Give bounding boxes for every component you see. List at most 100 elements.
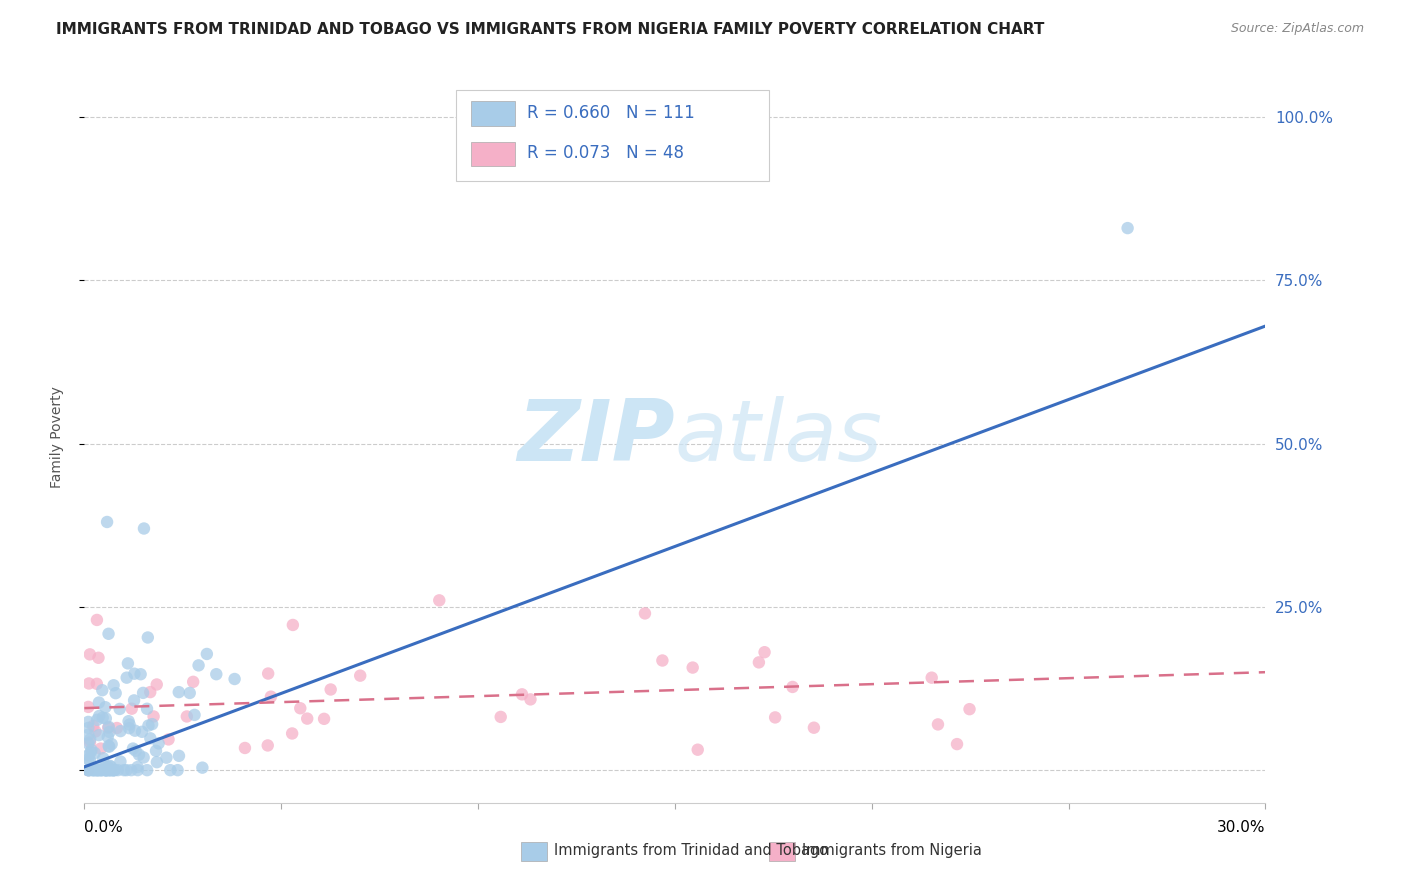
Point: [86, 763, 108, 777]
Point: [91, 711, 114, 725]
Point: [959, 702, 981, 716]
Point: [108, 702, 131, 716]
Point: [191, 761, 214, 775]
Point: [159, 763, 181, 777]
Point: [682, 660, 704, 674]
Point: [132, 750, 155, 764]
Point: [136, 763, 159, 777]
Point: [148, 736, 170, 750]
Point: [145, 744, 167, 758]
Text: 30.0%: 30.0%: [1218, 820, 1265, 835]
Point: [79, 753, 101, 767]
Point: [100, 759, 122, 773]
Point: [117, 657, 139, 671]
Point: [110, 755, 132, 769]
Point: [100, 763, 122, 777]
Text: Immigrants from Nigeria: Immigrants from Nigeria: [803, 843, 983, 858]
Point: [187, 658, 209, 673]
Text: Immigrants from Trinidad and Tobago: Immigrants from Trinidad and Tobago: [554, 843, 828, 858]
Point: [97, 763, 120, 777]
Point: [103, 763, 125, 777]
Point: [97, 720, 120, 734]
Point: [97, 763, 120, 777]
Point: [84, 763, 107, 777]
Point: [179, 686, 201, 700]
Point: [112, 763, 135, 777]
Point: [104, 686, 127, 700]
Point: [97, 730, 120, 744]
Point: [115, 763, 138, 777]
Point: [77, 763, 100, 777]
Point: [131, 724, 153, 739]
Point: [166, 763, 188, 777]
Point: [256, 739, 278, 753]
FancyBboxPatch shape: [769, 842, 796, 861]
Point: [103, 763, 125, 777]
Point: [90, 741, 112, 756]
Point: [77, 700, 100, 714]
Point: [90, 763, 112, 777]
Point: [257, 666, 280, 681]
Point: [89, 709, 111, 723]
Point: [96, 515, 118, 529]
Point: [427, 593, 450, 607]
Point: [183, 707, 205, 722]
Point: [145, 677, 167, 691]
FancyBboxPatch shape: [471, 142, 516, 167]
Point: [121, 701, 143, 715]
Point: [167, 685, 190, 699]
Point: [97, 760, 120, 774]
Point: [281, 726, 304, 740]
Point: [79, 735, 101, 749]
Point: [91, 683, 114, 698]
Point: [1116, 221, 1139, 235]
Point: [519, 692, 541, 706]
Point: [281, 618, 304, 632]
Point: [89, 763, 111, 777]
Point: [136, 702, 159, 716]
Point: [86, 763, 108, 777]
Point: [82, 763, 104, 777]
FancyBboxPatch shape: [522, 842, 547, 861]
Point: [94, 700, 117, 714]
Point: [124, 744, 146, 758]
Point: [86, 677, 108, 691]
Point: [927, 717, 949, 731]
Y-axis label: Family Poverty: Family Poverty: [49, 386, 63, 488]
Point: [157, 732, 180, 747]
Point: [77, 763, 100, 777]
Text: IMMIGRANTS FROM TRINIDAD AND TOBAGO VS IMMIGRANTS FROM NIGERIA FAMILY POVERTY CO: IMMIGRANTS FROM TRINIDAD AND TOBAGO VS I…: [56, 22, 1045, 37]
Point: [79, 732, 101, 747]
Point: [100, 763, 122, 777]
Point: [233, 741, 256, 756]
Point: [77, 714, 100, 729]
Point: [132, 686, 155, 700]
Point: [86, 713, 108, 727]
Point: [167, 748, 190, 763]
Point: [195, 647, 218, 661]
Point: [90, 758, 112, 772]
Point: [139, 685, 162, 699]
Point: [77, 736, 100, 750]
Point: [94, 711, 117, 725]
Point: [77, 748, 100, 763]
Point: [260, 690, 283, 704]
Point: [86, 613, 108, 627]
Point: [94, 763, 117, 777]
Point: [138, 718, 160, 732]
FancyBboxPatch shape: [471, 102, 516, 127]
Point: [120, 763, 142, 777]
Point: [181, 674, 204, 689]
Point: [84, 724, 107, 739]
Point: [122, 693, 145, 707]
Point: [297, 712, 319, 726]
Point: [319, 682, 342, 697]
Point: [87, 728, 110, 742]
Point: [118, 721, 141, 735]
Point: [103, 678, 125, 692]
Point: [634, 607, 657, 621]
Point: [91, 763, 114, 777]
Point: [122, 741, 145, 756]
Point: [155, 750, 177, 764]
Point: [77, 763, 100, 777]
